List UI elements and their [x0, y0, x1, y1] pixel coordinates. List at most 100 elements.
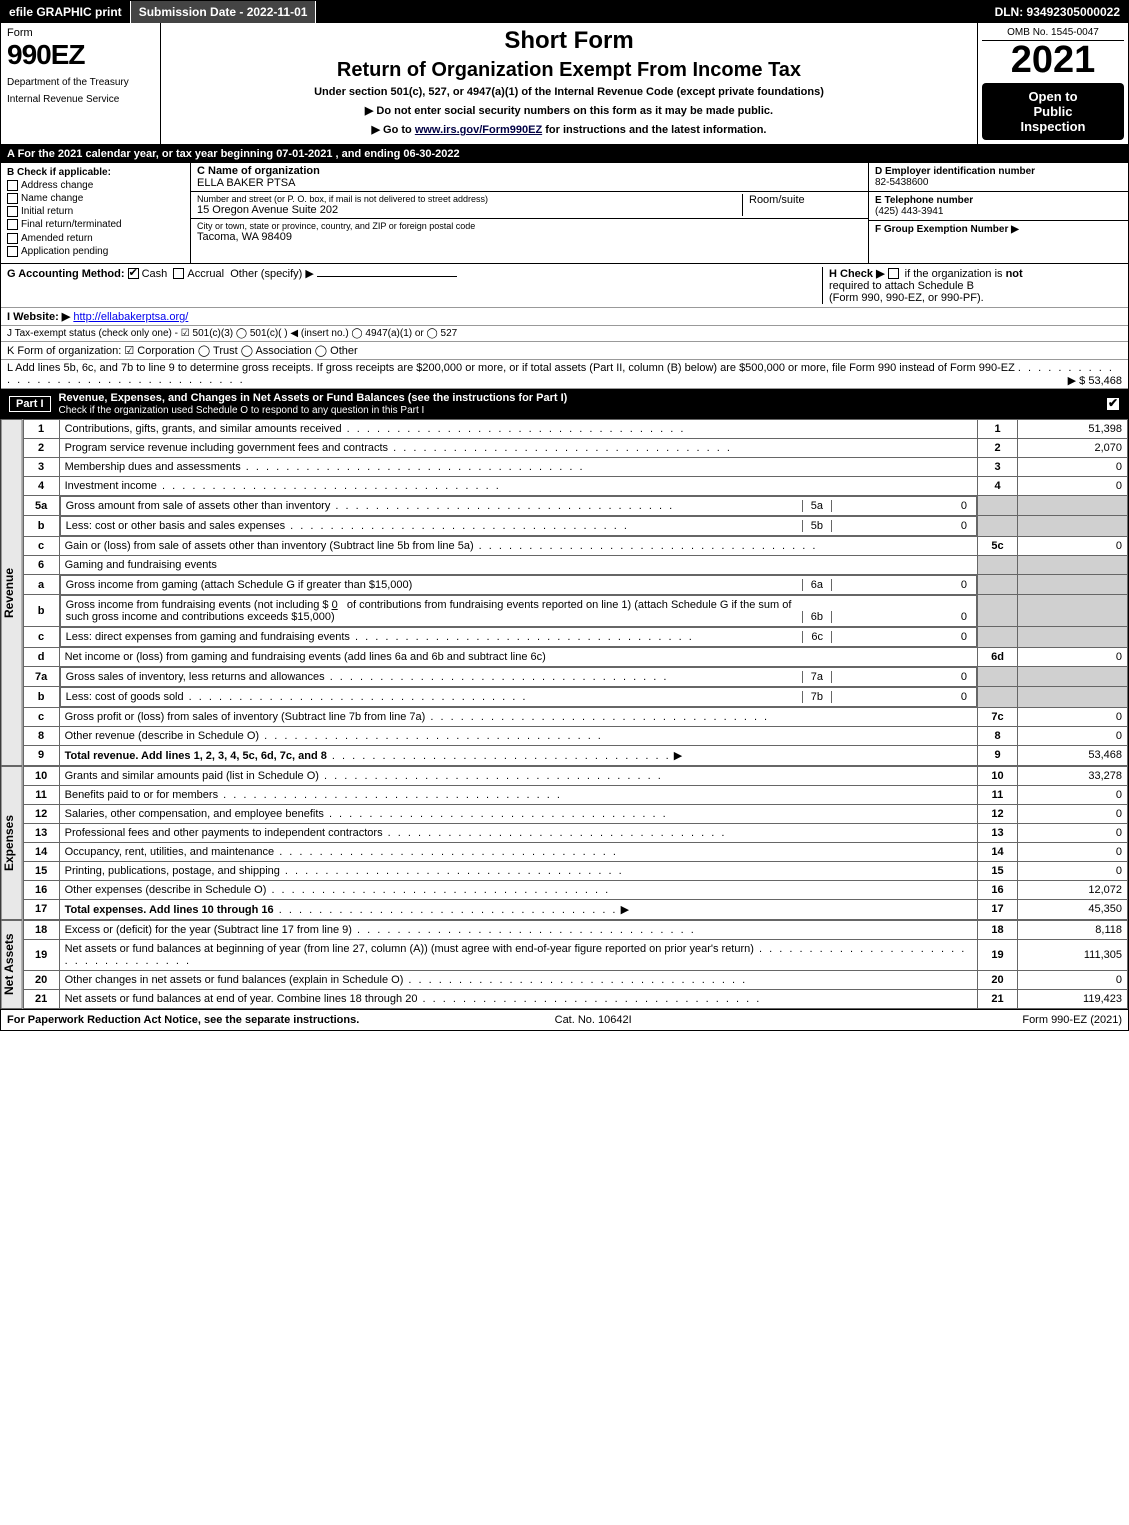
line-l-text: L Add lines 5b, 6c, and 7b to line 9 to …	[7, 362, 1015, 374]
g-accrual-check[interactable]	[173, 268, 184, 279]
form-header: Form 990EZ Department of the Treasury In…	[1, 23, 1128, 145]
row-9: 9Total revenue. Add lines 1, 2, 3, 4, 5c…	[23, 745, 1127, 765]
row-12: 12Salaries, other compensation, and empl…	[23, 804, 1127, 823]
row-19: 19Net assets or fund balances at beginni…	[23, 939, 1127, 970]
g-cash-check[interactable]	[128, 268, 139, 279]
page-footer: For Paperwork Reduction Act Notice, see …	[1, 1009, 1128, 1030]
chk-name-change[interactable]: Name change	[7, 193, 184, 204]
expenses-section: Expenses 10Grants and similar amounts pa…	[1, 766, 1128, 920]
room-suite-label: Room/suite	[742, 194, 862, 216]
org-street: 15 Oregon Avenue Suite 202	[197, 204, 742, 216]
h-check[interactable]	[888, 268, 899, 279]
expenses-table: 10Grants and similar amounts paid (list …	[23, 766, 1128, 920]
footer-formref: Form 990-EZ (2021)	[1022, 1014, 1122, 1026]
form-990ez-page: efile GRAPHIC print Submission Date - 20…	[0, 0, 1129, 1031]
h-text3: (Form 990, 990-EZ, or 990-PF).	[829, 292, 984, 304]
h-label: H Check ▶	[829, 268, 885, 280]
row-8: 8Other revenue (describe in Schedule O)8…	[23, 726, 1127, 745]
header-left: Form 990EZ Department of the Treasury In…	[1, 23, 161, 144]
line-k: K Form of organization: ☑ Corporation ◯ …	[1, 342, 1128, 360]
submission-date: Submission Date - 2022-11-01	[131, 1, 317, 23]
revenue-section: Revenue 1Contributions, gifts, grants, a…	[1, 419, 1128, 766]
row-1: 1Contributions, gifts, grants, and simil…	[23, 419, 1127, 438]
row-21: 21Net assets or fund balances at end of …	[23, 989, 1127, 1008]
h-text2: required to attach Schedule B	[829, 280, 974, 292]
open-line3: Inspection	[986, 119, 1120, 134]
row-6c: cLess: direct expenses from gaming and f…	[23, 627, 1127, 648]
part-i-title: Revenue, Expenses, and Changes in Net As…	[59, 392, 568, 404]
expenses-side-label: Expenses	[1, 766, 23, 920]
chk-address-change[interactable]: Address change	[7, 180, 184, 191]
section-a-taxyear: A For the 2021 calendar year, or tax yea…	[1, 145, 1128, 163]
row-11: 11Benefits paid to or for members110	[23, 785, 1127, 804]
top-bar: efile GRAPHIC print Submission Date - 20…	[1, 1, 1128, 23]
row-17: 17Total expenses. Add lines 10 through 1…	[23, 899, 1127, 919]
row-10: 10Grants and similar amounts paid (list …	[23, 766, 1127, 785]
row-6b: bGross income from fundraising events (n…	[23, 595, 1127, 627]
org-name: ELLA BAKER PTSA	[197, 177, 862, 189]
row-7c: cGross profit or (loss) from sales of in…	[23, 707, 1127, 726]
chk-amended-return[interactable]: Amended return	[7, 233, 184, 244]
dept-treasury: Department of the Treasury	[7, 77, 154, 88]
g-other: Other (specify) ▶	[230, 268, 314, 280]
open-line1: Open to	[986, 89, 1120, 104]
chk-final-return[interactable]: Final return/terminated	[7, 219, 184, 230]
line-i: I Website: ▶ http://ellabakerptsa.org/	[1, 308, 1128, 326]
title-short: Short Form	[167, 27, 971, 55]
row-20: 20Other changes in net assets or fund ba…	[23, 970, 1127, 989]
instr-goto: ▶ Go to www.irs.gov/Form990EZ for instru…	[167, 123, 971, 136]
row-4: 4Investment income40	[23, 476, 1127, 495]
row-18: 18Excess or (deficit) for the year (Subt…	[23, 920, 1127, 939]
efile-print-label[interactable]: efile GRAPHIC print	[1, 1, 131, 23]
row-5a: 5aGross amount from sale of assets other…	[23, 495, 1127, 516]
row-13: 13Professional fees and other payments t…	[23, 823, 1127, 842]
part-i-header: Part I Revenue, Expenses, and Changes in…	[1, 389, 1128, 419]
instr-goto-pre: ▶ Go to	[372, 124, 415, 136]
g-other-input[interactable]	[317, 276, 457, 277]
row-16: 16Other expenses (describe in Schedule O…	[23, 880, 1127, 899]
part-i-schedule-o-check[interactable]	[1106, 397, 1120, 411]
col-def: D Employer identification number 82-5438…	[868, 163, 1128, 263]
netassets-side-label: Net Assets	[1, 920, 23, 1009]
title-main: Return of Organization Exempt From Incom…	[167, 59, 971, 82]
f-group-label: F Group Exemption Number ▶	[875, 224, 1019, 235]
form-number: 990EZ	[7, 39, 154, 71]
instr-goto-post: for instructions and the latest informat…	[542, 124, 766, 136]
h-text1: if the organization is	[905, 268, 1006, 280]
tax-year: 2021	[982, 41, 1124, 79]
revenue-side-label: Revenue	[1, 419, 23, 766]
footer-catno: Cat. No. 10642I	[555, 1014, 632, 1026]
row-5c: cGain or (loss) from sale of assets othe…	[23, 536, 1127, 555]
netassets-section: Net Assets 18Excess or (deficit) for the…	[1, 920, 1128, 1009]
footer-left: For Paperwork Reduction Act Notice, see …	[7, 1014, 359, 1026]
form-word: Form	[7, 27, 154, 39]
title-subtitle: Under section 501(c), 527, or 4947(a)(1)…	[167, 86, 971, 98]
website-link[interactable]: http://ellabakerptsa.org/	[73, 311, 188, 323]
d-ein-label: D Employer identification number	[875, 166, 1035, 177]
col-c-org-info: C Name of organization ELLA BAKER PTSA N…	[191, 163, 868, 263]
row-15: 15Printing, publications, postage, and s…	[23, 861, 1127, 880]
dept-irs: Internal Revenue Service	[7, 94, 154, 105]
open-to-public-box: Open to Public Inspection	[982, 83, 1124, 140]
g-accrual: Accrual	[187, 268, 224, 280]
line-g-h: G Accounting Method: Cash Accrual Other …	[1, 264, 1128, 308]
c-name-label: C Name of organization	[197, 165, 320, 177]
info-grid: B Check if applicable: Address change Na…	[1, 163, 1128, 264]
chk-initial-return[interactable]: Initial return	[7, 206, 184, 217]
part-i-label: Part I	[9, 396, 51, 412]
e-phone-value: (425) 443-3941	[875, 206, 943, 217]
street-label: Number and street (or P. O. box, if mail…	[197, 194, 742, 204]
d-ein-value: 82-5438600	[875, 177, 928, 188]
dln-label: DLN: 93492305000022	[987, 1, 1128, 23]
irs-link[interactable]: www.irs.gov/Form990EZ	[415, 124, 542, 136]
revenue-table: 1Contributions, gifts, grants, and simil…	[23, 419, 1128, 766]
line-j: J Tax-exempt status (check only one) - ☑…	[1, 326, 1128, 342]
header-center: Short Form Return of Organization Exempt…	[161, 23, 978, 144]
chk-application-pending[interactable]: Application pending	[7, 246, 184, 257]
row-6a: aGross income from gaming (attach Schedu…	[23, 574, 1127, 595]
i-label: I Website: ▶	[7, 311, 70, 323]
g-cash: Cash	[142, 268, 168, 280]
e-phone-label: E Telephone number	[875, 195, 973, 206]
row-3: 3Membership dues and assessments30	[23, 457, 1127, 476]
row-14: 14Occupancy, rent, utilities, and mainte…	[23, 842, 1127, 861]
